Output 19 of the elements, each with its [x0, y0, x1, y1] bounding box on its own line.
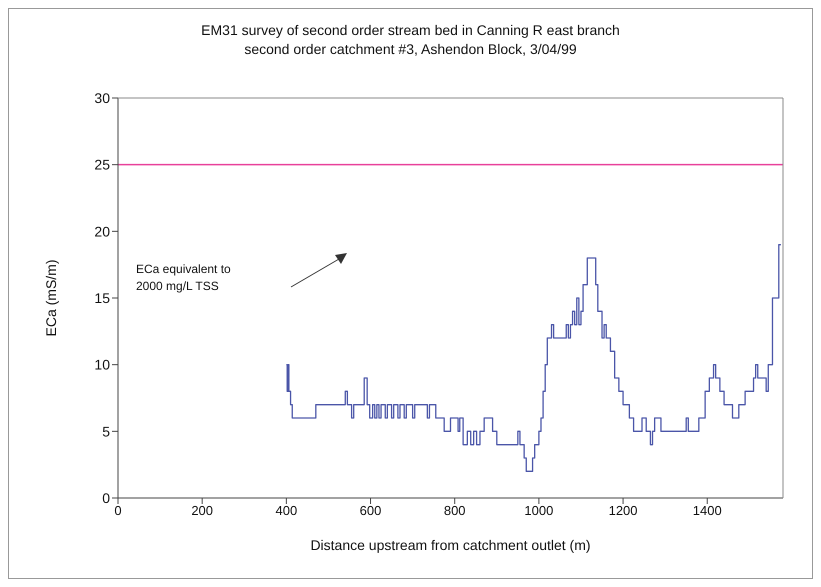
y-tick-label: 5: [102, 423, 110, 440]
y-tick-label: 15: [94, 290, 110, 306]
y-tick-label: 20: [94, 223, 110, 240]
y-tick-label: 0: [102, 490, 110, 506]
y-axis-title: ECa (mS/m): [42, 260, 59, 336]
x-tick-label: 400: [276, 503, 298, 518]
x-tick-label: 1200: [608, 503, 638, 518]
y-tick-label: 10: [94, 356, 110, 373]
x-tick-label: 200: [191, 503, 214, 518]
x-tick-label: 1000: [524, 503, 554, 518]
x-tick-label: 0: [114, 503, 122, 518]
x-tick-label: 800: [444, 503, 466, 518]
x-tick-label: 1400: [692, 503, 722, 518]
y-tick-label: 25: [94, 156, 110, 173]
x-tick-label: 600: [360, 503, 382, 518]
y-tick-label: 30: [94, 90, 110, 106]
annotation: ECa equivalent to 2000 mg/L TSS: [136, 261, 231, 295]
x-axis-title: Distance upstream from catchment outlet (m): [310, 537, 591, 553]
chart-title: EM31 survey of second order stream bed in Canning R east branch second order catchment #3, Ashendon Block, 3/04/99: [200, 21, 621, 59]
